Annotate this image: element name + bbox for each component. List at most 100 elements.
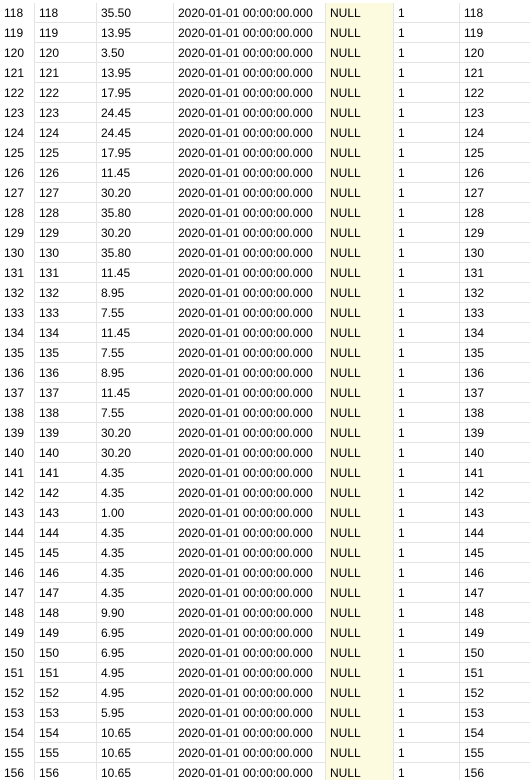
row-header[interactable]: 148: [0, 603, 35, 623]
cell-date[interactable]: 2020-01-01 00:00:00.000: [174, 703, 326, 723]
cell-id[interactable]: 145: [35, 543, 97, 563]
cell-flag[interactable]: 1: [394, 323, 460, 343]
cell-flag[interactable]: 1: [394, 763, 460, 780]
row-header[interactable]: 156: [0, 763, 35, 780]
cell-date[interactable]: 2020-01-01 00:00:00.000: [174, 323, 326, 343]
row-header[interactable]: 127: [0, 183, 35, 203]
cell-flag[interactable]: 1: [394, 683, 460, 703]
cell-date[interactable]: 2020-01-01 00:00:00.000: [174, 343, 326, 363]
cell-price[interactable]: 8.95: [97, 283, 174, 303]
table-row[interactable]: 133 133 7.55 2020-01-01 00:00:00.000 NULL 1 13…: [0, 303, 530, 323]
cell-flag[interactable]: 1: [394, 403, 460, 423]
cell-date[interactable]: 2020-01-01 00:00:00.000: [174, 63, 326, 83]
cell-null[interactable]: NULL: [326, 163, 394, 183]
table-row[interactable]: 146 146 4.35 2020-01-01 00:00:00.000 NULL 1 14…: [0, 563, 530, 583]
cell-flag[interactable]: 1: [394, 703, 460, 723]
cell-flag[interactable]: 1: [394, 203, 460, 223]
cell-date[interactable]: 2020-01-01 00:00:00.000: [174, 443, 326, 463]
row-header[interactable]: 144: [0, 523, 35, 543]
table-row[interactable]: 131 131 11.45 2020-01-01 00:00:00.000 NULL 1 1…: [0, 263, 530, 283]
cell-date[interactable]: 2020-01-01 00:00:00.000: [174, 103, 326, 123]
cell-ref[interactable]: 123: [464, 106, 485, 120]
cell-null[interactable]: NULL: [326, 323, 394, 343]
cell-null[interactable]: NULL: [326, 283, 394, 303]
cell-date[interactable]: 2020-01-01 00:00:00.000: [174, 423, 326, 443]
cell-flag[interactable]: 1: [394, 343, 460, 363]
table-row[interactable]: 122 122 17.95 2020-01-01 00:00:00.000 NULL 1 1…: [0, 83, 530, 103]
cell-price[interactable]: 11.45: [97, 263, 174, 283]
cell-date[interactable]: 2020-01-01 00:00:00.000: [174, 3, 326, 23]
cell-null[interactable]: NULL: [326, 563, 394, 583]
cell-date[interactable]: 2020-01-01 00:00:00.000: [174, 603, 326, 623]
table-row[interactable]: 121 121 13.95 2020-01-01 00:00:00.000 NULL 1 1…: [0, 63, 530, 83]
cell-flag[interactable]: 1: [394, 263, 460, 283]
row-header[interactable]: 151: [0, 663, 35, 683]
row-header[interactable]: 137: [0, 383, 35, 403]
cell-date[interactable]: 2020-01-01 00:00:00.000: [174, 363, 326, 383]
cell-price[interactable]: 4.95: [97, 663, 174, 683]
cell-price[interactable]: 30.20: [97, 183, 174, 203]
table-row[interactable]: 119 119 13.95 2020-01-01 00:00:00.000 NULL 1 1…: [0, 23, 530, 43]
cell-date[interactable]: 2020-01-01 00:00:00.000: [174, 723, 326, 743]
cell-flag[interactable]: 1: [394, 303, 460, 323]
cell-ref[interactable]: 133: [464, 306, 485, 320]
table-row[interactable]: 154 154 10.65 2020-01-01 00:00:00.000 NULL 1 1…: [0, 723, 530, 743]
table-row[interactable]: 135 135 7.55 2020-01-01 00:00:00.000 NULL 1 13…: [0, 343, 530, 363]
table-row[interactable]: 138 138 7.55 2020-01-01 00:00:00.000 NULL 1 13…: [0, 403, 530, 423]
row-header[interactable]: 133: [0, 303, 35, 323]
cell-ref[interactable]: 124: [464, 126, 485, 140]
row-header[interactable]: 136: [0, 363, 35, 383]
cell-id[interactable]: 121: [35, 63, 97, 83]
cell-id[interactable]: 122: [35, 83, 97, 103]
row-header[interactable]: 126: [0, 163, 35, 183]
cell-id[interactable]: 150: [35, 643, 97, 663]
cell-id[interactable]: 139: [35, 423, 97, 443]
table-row[interactable]: 128 128 35.80 2020-01-01 00:00:00.000 NULL 1 1…: [0, 203, 530, 223]
cell-null[interactable]: NULL: [326, 303, 394, 323]
cell-null[interactable]: NULL: [326, 683, 394, 703]
cell-null[interactable]: NULL: [326, 363, 394, 383]
cell-price[interactable]: 5.95: [97, 703, 174, 723]
cell-id[interactable]: 118: [35, 3, 97, 23]
cell-id[interactable]: 135: [35, 343, 97, 363]
cell-flag[interactable]: 1: [394, 583, 460, 603]
table-row[interactable]: 130 130 35.80 2020-01-01 00:00:00.000 NULL 1 1…: [0, 243, 530, 263]
cell-null[interactable]: NULL: [326, 583, 394, 603]
cell-flag[interactable]: 1: [394, 63, 460, 83]
cell-null[interactable]: NULL: [326, 543, 394, 563]
cell-date[interactable]: 2020-01-01 00:00:00.000: [174, 203, 326, 223]
cell-ref[interactable]: 140: [464, 446, 485, 460]
cell-price[interactable]: 4.35: [97, 523, 174, 543]
cell-id[interactable]: 144: [35, 523, 97, 543]
cell-price[interactable]: 35.50: [97, 3, 174, 23]
cell-date[interactable]: 2020-01-01 00:00:00.000: [174, 663, 326, 683]
row-header[interactable]: 140: [0, 443, 35, 463]
cell-flag[interactable]: 1: [394, 363, 460, 383]
row-header[interactable]: 138: [0, 403, 35, 423]
table-row[interactable]: 144 144 4.35 2020-01-01 00:00:00.000 NULL 1 14…: [0, 523, 530, 543]
cell-id[interactable]: 142: [35, 483, 97, 503]
cell-date[interactable]: 2020-01-01 00:00:00.000: [174, 243, 326, 263]
table-row[interactable]: 132 132 8.95 2020-01-01 00:00:00.000 NULL 1 13…: [0, 283, 530, 303]
cell-id[interactable]: 147: [35, 583, 97, 603]
cell-null[interactable]: NULL: [326, 463, 394, 483]
cell-null[interactable]: NULL: [326, 183, 394, 203]
cell-flag[interactable]: 1: [394, 123, 460, 143]
cell-flag[interactable]: 1: [394, 143, 460, 163]
table-row[interactable]: 145 145 4.35 2020-01-01 00:00:00.000 NULL 1 14…: [0, 543, 530, 563]
cell-price[interactable]: 30.20: [97, 223, 174, 243]
cell-flag[interactable]: 1: [394, 523, 460, 543]
cell-id[interactable]: 140: [35, 443, 97, 463]
cell-flag[interactable]: 1: [394, 183, 460, 203]
cell-id[interactable]: 131: [35, 263, 97, 283]
cell-flag[interactable]: 1: [394, 383, 460, 403]
cell-ref[interactable]: 155: [464, 746, 485, 760]
cell-date[interactable]: 2020-01-01 00:00:00.000: [174, 283, 326, 303]
cell-id[interactable]: 138: [35, 403, 97, 423]
cell-price[interactable]: 4.35: [97, 483, 174, 503]
table-row[interactable]: 155 155 10.65 2020-01-01 00:00:00.000 NULL 1 1…: [0, 743, 530, 763]
cell-null[interactable]: NULL: [326, 343, 394, 363]
table-row[interactable]: 151 151 4.95 2020-01-01 00:00:00.000 NULL 1 15…: [0, 663, 530, 683]
table-row[interactable]: 150 150 6.95 2020-01-01 00:00:00.000 NULL 1 15…: [0, 643, 530, 663]
cell-price[interactable]: 4.35: [97, 583, 174, 603]
